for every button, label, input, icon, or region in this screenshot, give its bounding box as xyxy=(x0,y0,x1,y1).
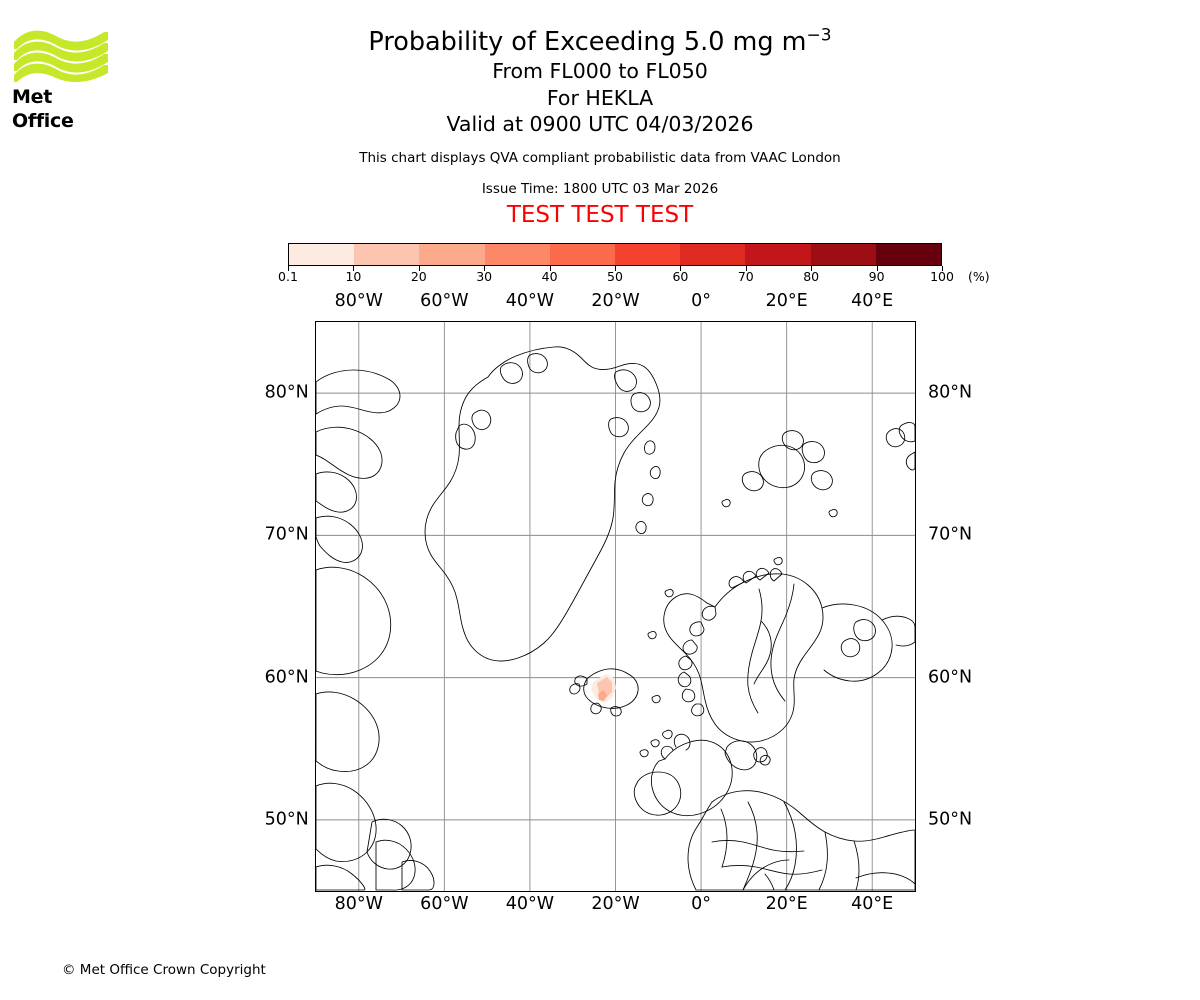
colorbar-tick-30 xyxy=(484,266,486,271)
colorbar-tick-10 xyxy=(353,266,355,271)
chart-title-block: Probability of Exceeding 5.0 mg m−3 From… xyxy=(0,26,1200,229)
colorbar-tick-label-100: 100 xyxy=(930,269,954,284)
lon-label-bottom-60°W: 60°W xyxy=(420,894,469,914)
colorbar-tick-label-90: 90 xyxy=(868,269,885,284)
colorbar-tick-label-50: 50 xyxy=(607,269,623,284)
lon-label-bottom-0°: 0° xyxy=(691,894,712,914)
colorbar-tick-axis: 0.1 10 20 30 40 50 60 70 80 90 100 xyxy=(278,266,954,284)
colorbar-segment-3 xyxy=(484,244,550,265)
colorbar-tick-60 xyxy=(680,266,682,271)
lon-label-bottom-40°W: 40°W xyxy=(505,894,555,914)
coastlines xyxy=(316,346,915,891)
lat-label-left-60°N: 60°N xyxy=(264,667,309,688)
lon-label-top-0°: 0° xyxy=(691,291,712,311)
colorbar-tick-80 xyxy=(811,266,813,271)
lat-label-left-80°N: 80°N xyxy=(264,382,309,403)
colorbar-segment-2 xyxy=(419,244,485,265)
colorbar-tick-label-20: 20 xyxy=(410,269,427,284)
lon-label-top-40°E: 40°E xyxy=(851,291,894,311)
colorbar-tick-label-10: 10 xyxy=(345,269,362,284)
chart-valid-time: Valid at 0900 UTC 04/03/2026 xyxy=(446,112,754,136)
colorbar-tick-label-60: 60 xyxy=(672,269,689,284)
lon-label-top-20°E: 20°E xyxy=(765,291,808,311)
lon-label-bottom-20°W: 20°W xyxy=(591,894,640,914)
colorbar-tick-20 xyxy=(418,266,420,271)
map-geography xyxy=(316,322,915,891)
map-plot-area xyxy=(315,321,916,892)
colorbar-tick-50 xyxy=(615,266,616,271)
colorbar-segment-4 xyxy=(549,244,616,265)
colorbar-segment-8 xyxy=(810,244,876,265)
map-gridlines xyxy=(316,322,915,891)
chart-volcano-name: For HEKLA xyxy=(546,85,654,110)
lat-label-left-70°N: 70°N xyxy=(264,524,309,545)
colorbar-segment-9 xyxy=(875,244,942,265)
colorbar-tick-0.1 xyxy=(288,266,289,271)
met-office-logo: Met Office xyxy=(12,26,112,132)
chart-qva-note: This chart displays QVA compliant probab… xyxy=(359,149,841,166)
colorbar-segment-5 xyxy=(615,244,681,265)
lat-label-left-50°N: 50°N xyxy=(264,809,309,830)
colorbar-tick-40 xyxy=(549,266,551,271)
colorbar-tick-label-0.1: 0.1 xyxy=(278,269,298,284)
met-office-logo-text: Met Office xyxy=(12,86,74,132)
colorbar-tick-label-80: 80 xyxy=(803,269,820,284)
colorbar-segment-7 xyxy=(745,244,811,265)
colorbar-tick-70 xyxy=(745,266,747,271)
colorbar-tick-100 xyxy=(942,266,943,271)
colorbar-tick-label-70: 70 xyxy=(737,269,754,284)
colorbar-tick-90 xyxy=(876,266,878,271)
colorbar-unit-label: (%) xyxy=(968,269,990,284)
lat-label-right-70°N: 70°N xyxy=(928,524,973,545)
chart-main-title-exponent: −3 xyxy=(806,25,832,46)
lon-label-top-60°W: 60°W xyxy=(420,291,469,311)
lon-label-bottom-20°E: 20°E xyxy=(765,894,808,914)
probability-colorbar xyxy=(288,243,942,266)
colorbar-segment-6 xyxy=(680,244,746,265)
ash-probability-plume xyxy=(591,674,616,703)
lon-label-top-40°W: 40°W xyxy=(505,291,555,311)
lat-label-right-60°N: 60°N xyxy=(928,667,973,688)
lon-label-bottom-40°E: 40°E xyxy=(851,894,894,914)
colorbar-segment-1 xyxy=(354,244,420,265)
chart-issue-time: Issue Time: 1800 UTC 03 Mar 2026 xyxy=(481,180,719,197)
lon-label-top-20°W: 20°W xyxy=(591,291,640,311)
colorbar-segment-0 xyxy=(289,244,355,265)
copyright-notice: © Met Office Crown Copyright xyxy=(62,962,266,978)
chart-flight-levels: From FL000 to FL050 xyxy=(492,59,708,83)
colorbar-gradient xyxy=(288,243,942,266)
chart-main-title: Probability of Exceeding 5.0 mg m−3 xyxy=(0,26,1200,58)
lon-label-top-80°W: 80°W xyxy=(334,291,383,311)
lon-label-bottom-80°W: 80°W xyxy=(334,894,383,914)
lat-label-right-80°N: 80°N xyxy=(928,382,973,403)
lat-label-right-50°N: 50°N xyxy=(928,809,973,830)
test-banner: TEST TEST TEST xyxy=(506,201,694,228)
chart-main-title-text: Probability of Exceeding 5.0 mg m xyxy=(368,27,807,57)
colorbar-tick-label-40: 40 xyxy=(541,269,558,284)
colorbar-tick-label-30: 30 xyxy=(476,269,493,284)
met-office-wave-icon xyxy=(14,30,108,83)
